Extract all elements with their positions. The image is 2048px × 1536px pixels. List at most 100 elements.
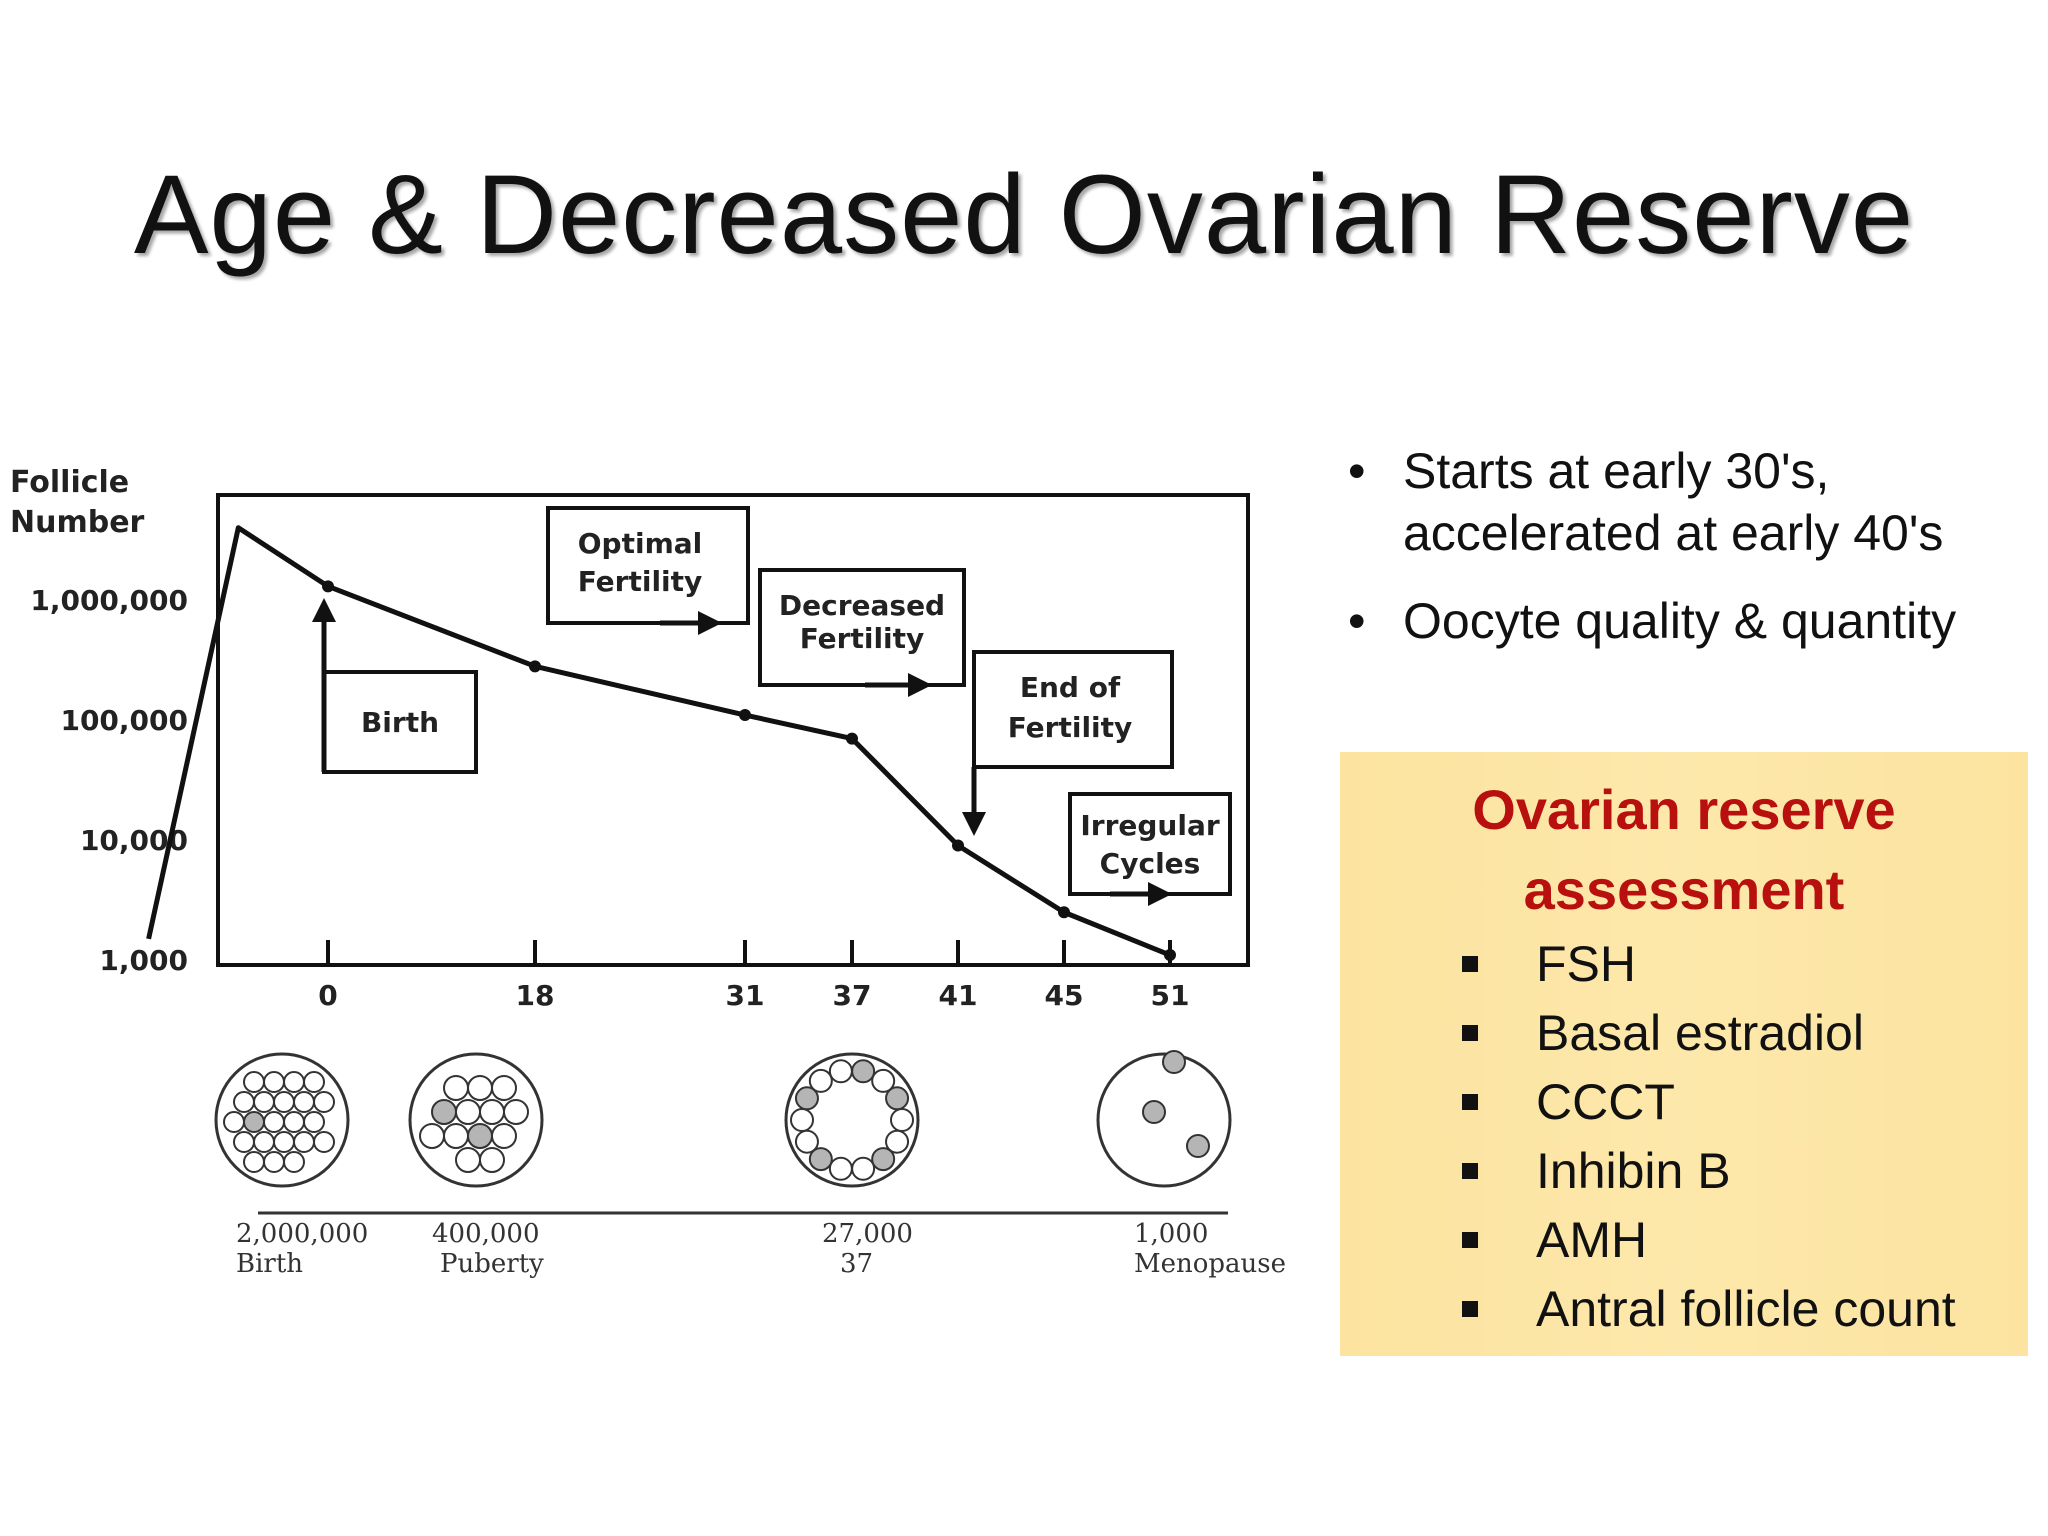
bullet-list: • Starts at early 30's, accelerated at ea…: [1348, 440, 2028, 678]
data-point: [322, 580, 334, 593]
end-arrowhead: [962, 812, 986, 836]
follicle-cell: [443, 1075, 469, 1101]
follicle-cell: [790, 1108, 814, 1132]
x-tick-label: 31: [726, 979, 765, 1012]
follicle-cell: [273, 1131, 295, 1153]
data-point: [1164, 949, 1176, 962]
assessment-title: Ovarian reserve assessment: [1472, 778, 1896, 921]
y-axis-title-line1: Follicle: [10, 465, 129, 500]
annotation-end-line2: Fertility: [1008, 711, 1133, 744]
follicle-cell: [479, 1099, 505, 1125]
bullet-dot: •: [1348, 593, 1366, 649]
follicle-cell: [243, 1071, 265, 1093]
annotation-decreased-box: [758, 568, 966, 687]
follicle-cell: [1162, 1050, 1186, 1074]
follicle-cell: [828, 1156, 853, 1181]
follicle-cell: [419, 1123, 445, 1149]
follicle-cell: [455, 1099, 481, 1125]
x-tick-label: 45: [1045, 979, 1084, 1012]
follicle-chart: Follicle Number 1,000,000100,00010,0001,…: [10, 465, 1286, 1279]
follicle-cell: [233, 1091, 255, 1113]
follicle-cell: [1142, 1100, 1166, 1124]
square-bullet-icon: [1462, 956, 1478, 972]
data-point: [846, 732, 858, 745]
illus-count-puberty: 400,000: [432, 1219, 540, 1249]
square-bullet-icon: [1462, 1163, 1478, 1179]
bullet-item: • Oocyte quality & quantity: [1348, 590, 2028, 652]
follicle-cell: [443, 1123, 469, 1149]
annotation-optimal-line2: Fertility: [578, 565, 703, 598]
square-bullet-icon: [1462, 1025, 1478, 1041]
data-point: [1058, 906, 1070, 919]
annotation-birth-box: [322, 670, 478, 774]
illus-count-birth: 2,000,000: [236, 1219, 368, 1249]
follicle-cell: [243, 1111, 265, 1133]
follicle-cell: [794, 1086, 819, 1111]
irregular-arrowhead: [1148, 882, 1172, 906]
follicle-cell: [808, 1147, 833, 1172]
x-tick-label: 37: [833, 979, 872, 1012]
follicle-cell: [223, 1111, 245, 1133]
annotation-optimal-box: [546, 506, 750, 625]
follicle-cell: [455, 1147, 481, 1173]
annotation-end-box: [972, 650, 1174, 769]
follicle-cell: [313, 1131, 335, 1153]
bullet-item: • Starts at early 30's, accelerated at ea…: [1348, 440, 2028, 564]
follicle-cell: [273, 1091, 295, 1113]
annotation-irregular-box: [1068, 792, 1232, 896]
annotation-irregular-line1: Irregular: [1080, 809, 1219, 842]
optimal-arrowhead: [698, 611, 722, 635]
follicle-cell: [871, 1147, 896, 1172]
illus-stage-birth: Birth: [236, 1249, 303, 1279]
follicle-cell: [303, 1071, 325, 1093]
follicle-cell: [233, 1131, 255, 1153]
y-tick-label: 1,000,000: [30, 584, 188, 617]
follicle-cell: [808, 1068, 833, 1093]
follicle-cell: [828, 1059, 853, 1084]
annotation-birth-label: Birth: [361, 706, 439, 739]
bullet-dot: •: [1348, 443, 1366, 499]
follicle-cell: [794, 1129, 819, 1154]
follicle-cell: [283, 1071, 305, 1093]
y-tick-label: 100,000: [60, 704, 188, 737]
square-bullet-icon: [1462, 1301, 1478, 1317]
follicle-cell: [313, 1091, 335, 1113]
annotation-decreased-line1: Decreased: [779, 589, 945, 622]
ovary-menopause: [1096, 1052, 1232, 1188]
birth-arrowhead: [312, 598, 336, 622]
follicle-cell: [467, 1123, 493, 1149]
follicle-cell: [503, 1099, 529, 1125]
follicle-cell: [293, 1091, 315, 1113]
data-point: [952, 839, 964, 852]
follicle-cell: [431, 1099, 457, 1125]
ovarian-reserve-box: Ovarian reserve assessment FSH Basal est…: [1340, 752, 2028, 1356]
follicle-cell: [253, 1131, 275, 1153]
x-tick-label: 18: [516, 979, 555, 1012]
annotation-optimal-line1: Optimal: [578, 527, 703, 560]
x-tick-label: 51: [1151, 979, 1190, 1012]
follicle-cell: [491, 1123, 517, 1149]
y-tick-label: 1,000: [99, 944, 188, 977]
x-tick-label: 41: [939, 979, 978, 1012]
illus-count-37: 27,000: [822, 1219, 913, 1249]
follicle-cell: [243, 1151, 265, 1173]
follicle-cell: [467, 1075, 493, 1101]
follicle-cell: [263, 1071, 285, 1093]
square-bullet-icon: [1462, 1232, 1478, 1248]
data-point: [739, 709, 751, 722]
follicle-cell: [263, 1111, 285, 1133]
follicle-cell: [890, 1108, 914, 1132]
follicle-cell: [885, 1129, 910, 1154]
follicle-cell: [1186, 1134, 1210, 1158]
follicle-cell: [283, 1151, 305, 1173]
follicle-cell: [885, 1086, 910, 1111]
illus-count-menopause: 1,000: [1134, 1219, 1208, 1249]
follicle-cell: [479, 1147, 505, 1173]
x-tick-label: 0: [318, 979, 337, 1012]
square-bullet-icon: [1462, 1094, 1478, 1110]
follicle-cell: [851, 1156, 876, 1181]
illus-stage-37: 37: [840, 1249, 873, 1279]
follicle-cell: [293, 1131, 315, 1153]
annotation-irregular-line2: Cycles: [1100, 847, 1201, 880]
follicle-cell: [871, 1068, 896, 1093]
